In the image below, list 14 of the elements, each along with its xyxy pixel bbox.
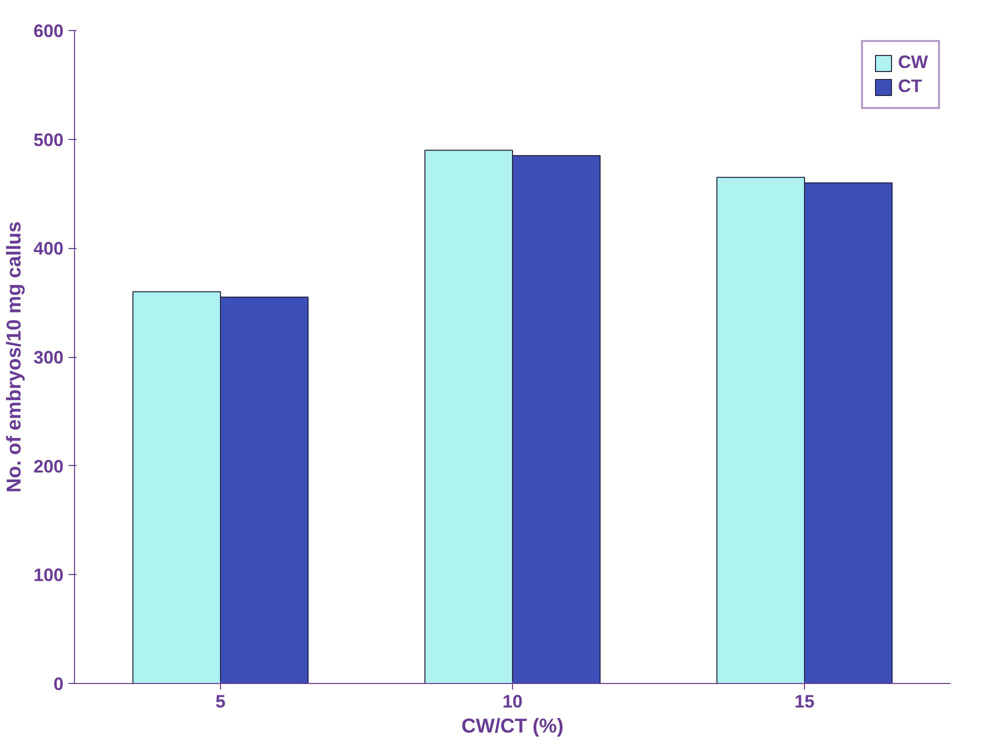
legend-label: CW: [898, 52, 928, 73]
y-tick-label: 100: [33, 565, 64, 586]
y-tick-label: 0: [53, 674, 64, 694]
y-tick-label: 300: [33, 348, 64, 368]
y-axis-title: No. of embryos/10 mg callus: [3, 221, 26, 493]
legend-label: CT: [898, 76, 922, 97]
x-tick-label: 10: [502, 692, 523, 712]
x-axis-title: CW/CT (%): [461, 716, 564, 738]
y-tick-label: 600: [33, 21, 64, 41]
x-tick-label: 5: [215, 692, 226, 712]
y-tick-label: 200: [33, 456, 64, 476]
y-tick-label: 400: [33, 238, 64, 259]
y-tick-label: 500: [33, 130, 64, 150]
x-tick-label: 15: [794, 692, 815, 712]
